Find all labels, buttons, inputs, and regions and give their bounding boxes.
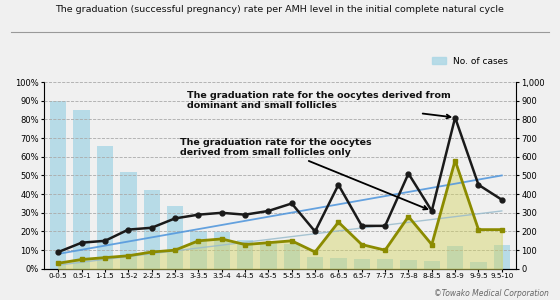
Bar (260, 243, 277, 269)
Bar (494, 244, 510, 269)
Bar (447, 246, 463, 269)
Bar (167, 206, 183, 269)
Bar (400, 260, 417, 269)
Bar (190, 232, 207, 269)
Text: The graduation rate for the oocytes derived from
dominant and small follicles: The graduation rate for the oocytes deri… (186, 91, 450, 118)
Bar (213, 232, 230, 269)
Bar (353, 259, 370, 269)
Bar (97, 146, 113, 269)
Bar (120, 172, 137, 269)
Text: ©Towako Medical Corporation: ©Towako Medical Corporation (434, 290, 549, 298)
Legend: No. of cases: No. of cases (428, 53, 511, 69)
Text: The graduation (successful pregnancy) rate per AMH level in the initial complete: The graduation (successful pregnancy) ra… (55, 4, 505, 14)
Text: The graduation rate for the oocytes
derived from small follicles only: The graduation rate for the oocytes deri… (180, 138, 427, 209)
Bar (237, 240, 253, 269)
Bar (143, 190, 160, 269)
Bar (470, 262, 487, 269)
Bar (50, 101, 67, 269)
Bar (423, 261, 440, 269)
Bar (283, 244, 300, 269)
Bar (73, 110, 90, 269)
Bar (307, 257, 323, 269)
Bar (377, 260, 393, 269)
Bar (330, 258, 347, 269)
